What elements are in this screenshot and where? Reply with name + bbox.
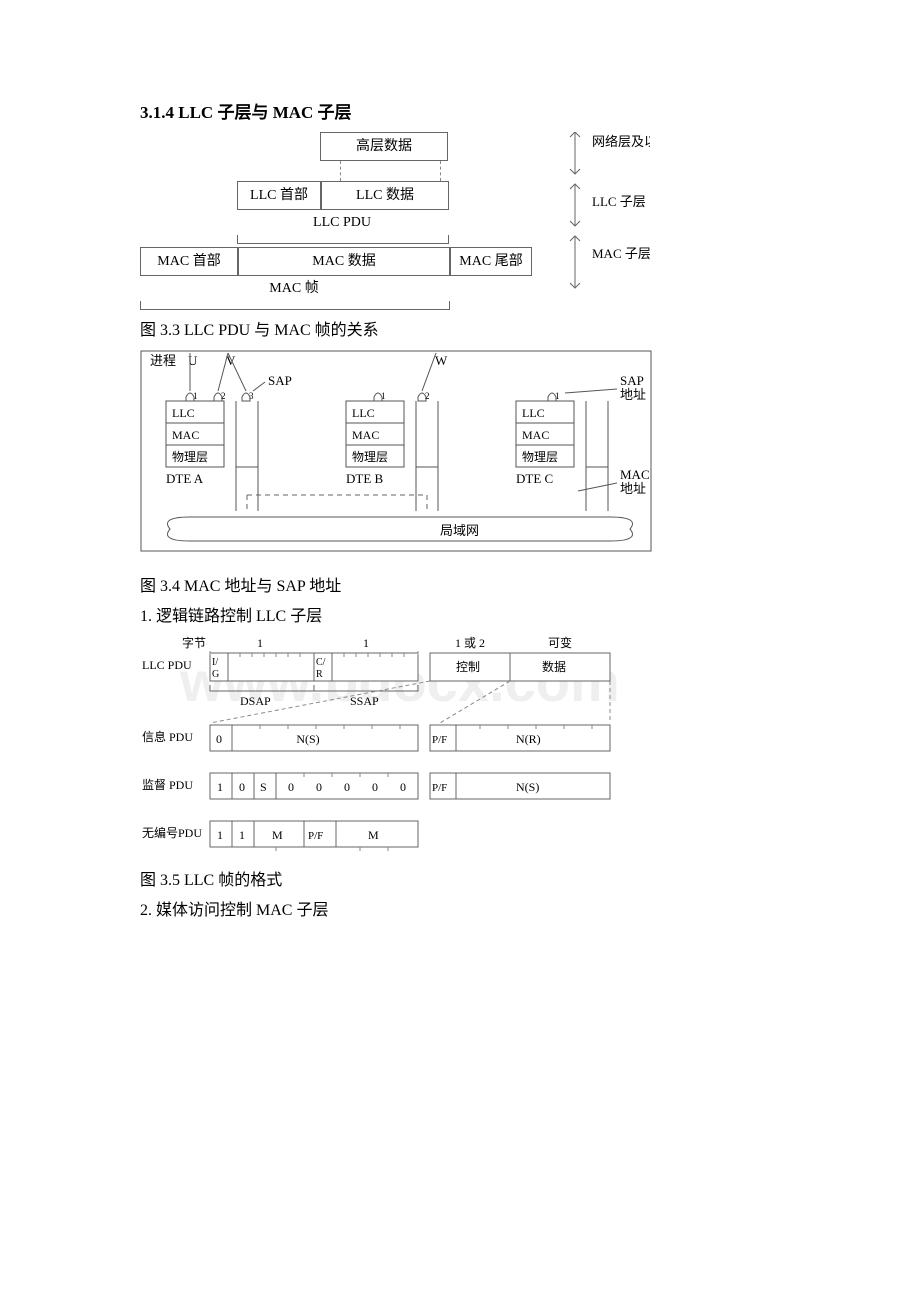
svg-text:地址: 地址	[620, 481, 646, 496]
svg-text:W: W	[435, 353, 448, 368]
svg-text:C/: C/	[316, 657, 326, 668]
svg-text:字节: 字节	[182, 635, 206, 650]
box-llc-head: LLC 首部	[237, 181, 321, 210]
svg-text:0: 0	[372, 780, 378, 794]
svg-text:1: 1	[217, 828, 223, 842]
svg-text:可变: 可变	[548, 635, 572, 650]
svg-text:3: 3	[249, 391, 254, 401]
svg-text:无编号PDU: 无编号PDU	[142, 825, 202, 840]
svg-text:SAP: SAP	[268, 373, 292, 388]
figure-3-4-caption: 图 3.4 MAC 地址与 SAP 地址	[140, 575, 780, 599]
svg-text:I/: I/	[212, 657, 218, 668]
llc-pdu-label: LLC PDU	[237, 212, 447, 233]
svg-text:P/F: P/F	[308, 830, 323, 842]
figure-3-5-caption: 图 3.5 LLC 帧的格式	[140, 869, 780, 893]
svg-text:2: 2	[425, 391, 430, 401]
box-mac-data: MAC 数据	[238, 247, 450, 276]
svg-text:地址: 地址	[620, 387, 646, 402]
box-high-layer-data: 高层数据	[320, 132, 448, 161]
svg-text:1: 1	[193, 391, 198, 401]
svg-text:物理层: 物理层	[352, 450, 388, 464]
svg-text:MAC: MAC	[522, 428, 549, 442]
svg-text:物理层: 物理层	[172, 450, 208, 464]
svg-text:LLC: LLC	[352, 406, 375, 420]
svg-text:G: G	[212, 669, 219, 680]
svg-text:M: M	[272, 828, 283, 842]
svg-text:1 或 2: 1 或 2	[455, 636, 485, 650]
figure-3-3-caption: 图 3.3 LLC PDU 与 MAC 帧的关系	[140, 319, 780, 343]
mac-frame-label: MAC 帧	[140, 278, 448, 299]
svg-text:1: 1	[381, 391, 386, 401]
svg-text:物理层: 物理层	[522, 450, 558, 464]
svg-text:DSAP: DSAP	[240, 694, 271, 708]
svg-text:SAP: SAP	[620, 373, 644, 388]
svg-text:1: 1	[217, 780, 223, 794]
llc-sublayer-label: LLC 子层	[592, 194, 646, 209]
svg-text:M: M	[368, 828, 379, 842]
svg-text:控制: 控制	[456, 660, 480, 674]
svg-text:P/F: P/F	[432, 782, 447, 794]
svg-text:MAC: MAC	[352, 428, 379, 442]
text-mac-line: 2. 媒体访问控制 MAC 子层	[140, 899, 780, 923]
svg-text:LLC PDU: LLC PDU	[142, 658, 192, 672]
svg-text:局域网: 局域网	[440, 523, 479, 538]
figure-3-4: 进程 U V W SAP SAP 地址 MAC 地址 LLC MAC 物理层 D…	[140, 349, 670, 569]
mac-sublayer-label: MAC 子层	[592, 246, 650, 261]
svg-text:数据: 数据	[542, 659, 566, 674]
svg-text:0: 0	[216, 732, 222, 746]
svg-text:1: 1	[363, 636, 369, 650]
svg-text:N(R): N(R)	[516, 732, 541, 746]
svg-text:信息 PDU: 信息 PDU	[142, 729, 193, 744]
figure-3-5: 字节 1 1 1 或 2 可变 LLC PDU I/G C/R 控制 数据	[140, 633, 630, 863]
svg-text:LLC: LLC	[522, 406, 545, 420]
svg-text:2: 2	[221, 391, 226, 401]
svg-text:LLC: LLC	[172, 406, 195, 420]
svg-text:SSAP: SSAP	[350, 694, 379, 708]
svg-text:0: 0	[239, 780, 245, 794]
box-mac-head: MAC 首部	[140, 247, 238, 276]
svg-text:1: 1	[239, 828, 245, 842]
svg-text:进程: 进程	[150, 353, 176, 368]
section-heading: 3.1.4 LLC 子层与 MAC 子层	[140, 100, 780, 126]
svg-text:0: 0	[288, 780, 294, 794]
svg-text:DTE A: DTE A	[166, 471, 204, 486]
svg-text:MAC: MAC	[620, 467, 650, 482]
svg-text:0: 0	[400, 780, 406, 794]
svg-text:MAC: MAC	[172, 428, 199, 442]
svg-text:1: 1	[555, 391, 560, 401]
svg-text:监督 PDU: 监督 PDU	[142, 777, 193, 792]
box-mac-tail: MAC 尾部	[450, 247, 532, 276]
svg-text:R: R	[316, 669, 323, 680]
svg-text:0: 0	[316, 780, 322, 794]
svg-text:DTE C: DTE C	[516, 471, 553, 486]
box-llc-data: LLC 数据	[321, 181, 449, 210]
svg-text:0: 0	[344, 780, 350, 794]
svg-text:S: S	[260, 780, 267, 794]
net-layer-label: 网络层及以上	[592, 134, 650, 149]
text-llc-line: 1. 逻辑链路控制 LLC 子层	[140, 605, 780, 629]
svg-text:DTE B: DTE B	[346, 471, 384, 486]
figure-3-3: 网络层及以上 LLC 子层 MAC 子层 高层数据 LLC 首部 LLC 数据 …	[140, 132, 640, 313]
svg-text:P/F: P/F	[432, 734, 447, 746]
svg-text:N(S): N(S)	[516, 780, 539, 794]
svg-text:1: 1	[257, 636, 263, 650]
svg-text:N(S): N(S)	[296, 732, 319, 746]
